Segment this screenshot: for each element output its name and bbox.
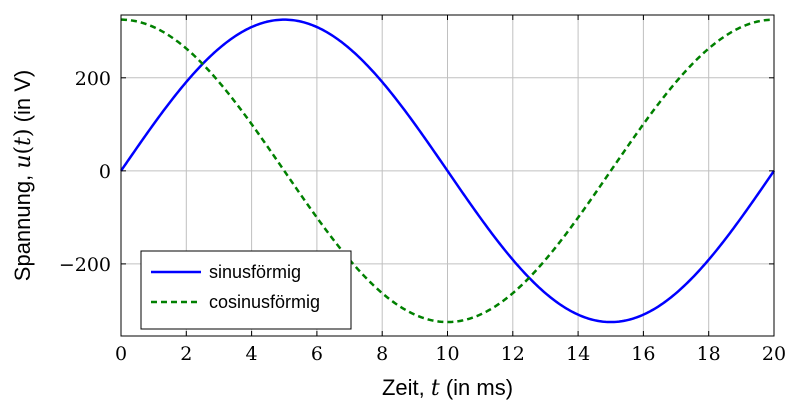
x-tick-label: 2 <box>180 343 192 365</box>
y-tick-label: −200 <box>59 254 111 276</box>
x-tick-label: 10 <box>435 343 459 365</box>
x-axis-label: Zeit, t (in ms) <box>382 375 513 401</box>
x-tick-label: 16 <box>631 343 655 365</box>
x-tick-label: 8 <box>376 343 388 365</box>
legend: sinusförmig cosinusförmig <box>140 250 352 330</box>
y-tick-label: 200 <box>75 68 111 90</box>
y-axis-label: Spannung, u(t) (in V) <box>10 70 36 281</box>
x-tick-label: 6 <box>311 343 323 365</box>
x-tick-label: 14 <box>566 343 590 365</box>
series-line-cosinus <box>120 18 775 324</box>
legend-label-sinus: sinusförmig <box>209 262 301 282</box>
y-tick-label: 0 <box>99 161 111 183</box>
x-tick-label: 4 <box>246 343 258 365</box>
x-tick-label: 18 <box>697 343 721 365</box>
series-layer <box>119 18 776 324</box>
legend-label-cosinus: cosinusförmig <box>209 292 320 312</box>
ticks: 0 2 4 6 8 10 12 14 16 18 20 −200 0 200 <box>59 15 786 365</box>
x-tick-label: 12 <box>501 343 525 365</box>
legend-box <box>140 250 352 330</box>
x-tick-label: 0 <box>115 343 127 365</box>
series-line-sinus <box>119 18 776 324</box>
x-tick-label: 20 <box>762 343 786 365</box>
